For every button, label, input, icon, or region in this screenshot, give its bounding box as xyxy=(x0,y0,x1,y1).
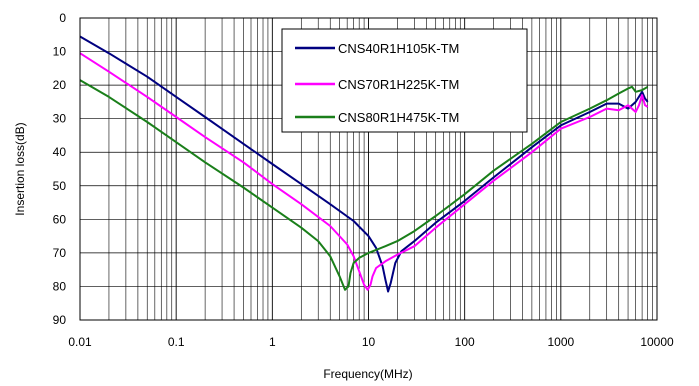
x-tick-label: 1000 xyxy=(547,335,574,349)
legend-label-cns70r1h225k: CNS70R1H225K-TM xyxy=(338,77,459,92)
y-tick-label: 80 xyxy=(53,279,67,293)
legend-label-cns80r1h475k: CNS80R1H475K-TM xyxy=(338,110,459,125)
y-tick-label: 40 xyxy=(53,145,67,159)
x-tick-label: 0.1 xyxy=(168,335,185,349)
x-tick-label: 10000 xyxy=(640,335,674,349)
series-line-2 xyxy=(79,52,649,291)
y-tick-label: 60 xyxy=(53,212,67,226)
y-tick-label: 90 xyxy=(53,313,67,327)
legend: CNS40R1H105K-TM CNS70R1H225K-TM CNS80R1H… xyxy=(281,28,528,133)
y-tick-label: 20 xyxy=(53,78,67,92)
legend-box xyxy=(281,28,528,133)
y-axis-title: Insertion loss(dB) xyxy=(13,122,27,215)
x-tick-label: 1 xyxy=(269,335,276,349)
x-tick-labels: 0.01 0.1 1 10 100 1000 10000 xyxy=(68,335,674,349)
x-tick-label: 100 xyxy=(455,335,475,349)
series-line-3 xyxy=(79,79,649,291)
y-tick-label: 10 xyxy=(53,45,67,59)
plot-area-frame xyxy=(79,17,658,321)
legend-label-cns40r1h105k: CNS40R1H105K-TM xyxy=(338,41,459,56)
y-tick-label: 50 xyxy=(53,179,67,193)
y-tick-labels: 0 10 20 30 40 50 60 70 80 90 xyxy=(53,11,67,327)
grid-layer xyxy=(79,17,657,321)
x-tick-label: 10 xyxy=(362,335,376,349)
y-tick-label: 0 xyxy=(59,11,66,25)
series-line-1 xyxy=(79,35,649,293)
x-axis-title: Frequency(MHz) xyxy=(323,367,412,381)
y-tick-label: 70 xyxy=(53,246,67,260)
series-layer xyxy=(79,35,649,293)
y-tick-label: 30 xyxy=(53,112,67,126)
x-tick-label: 0.01 xyxy=(68,335,92,349)
